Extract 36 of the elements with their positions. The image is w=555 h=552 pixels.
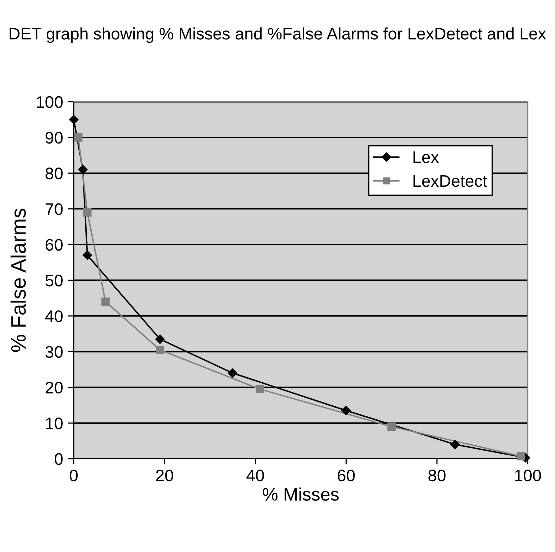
legend-label: Lex [414, 152, 440, 164]
y-tick-label: 40 [45, 310, 63, 322]
point [256, 385, 264, 394]
point [156, 334, 165, 344]
y-tick-label: 60 [46, 239, 63, 252]
y-tick-label: 70 [46, 204, 63, 216]
point [102, 298, 110, 306]
point [156, 346, 164, 354]
y-tick-label: 80 [46, 168, 63, 180]
x-tick-label: 20 [156, 470, 174, 482]
x-tick-label: 100 [515, 470, 542, 482]
x-tick-label: 40 [246, 470, 264, 482]
x-tick-label: 80 [428, 470, 446, 482]
point [517, 452, 526, 461]
y-tick-label: 100 [37, 96, 63, 108]
point [78, 165, 88, 174]
point [228, 368, 238, 378]
legend-label: LexDetect [414, 176, 488, 188]
y-tick-label: 50 [46, 274, 63, 287]
point [388, 422, 396, 432]
y-axis-title: % False Alarms [10, 208, 26, 352]
point [342, 406, 352, 416]
y-tick-label: 30 [46, 346, 63, 358]
point [83, 208, 92, 217]
point [82, 250, 92, 260]
y-tick-label: 20 [46, 382, 63, 394]
x-axis-title: % Misses [263, 488, 339, 501]
y-tick-label: 90 [46, 132, 63, 144]
chart-title: DET graph showing % Misses and %False Alarms for LexDetect and Lex [10, 28, 546, 44]
point [450, 440, 460, 450]
point [74, 134, 83, 142]
x-tick-label: 60 [338, 470, 356, 482]
y-tick-label: 10 [46, 418, 63, 430]
x-tick-label: 0 [70, 470, 78, 482]
y-tick-label: 0 [54, 453, 63, 466]
point [69, 115, 79, 124]
